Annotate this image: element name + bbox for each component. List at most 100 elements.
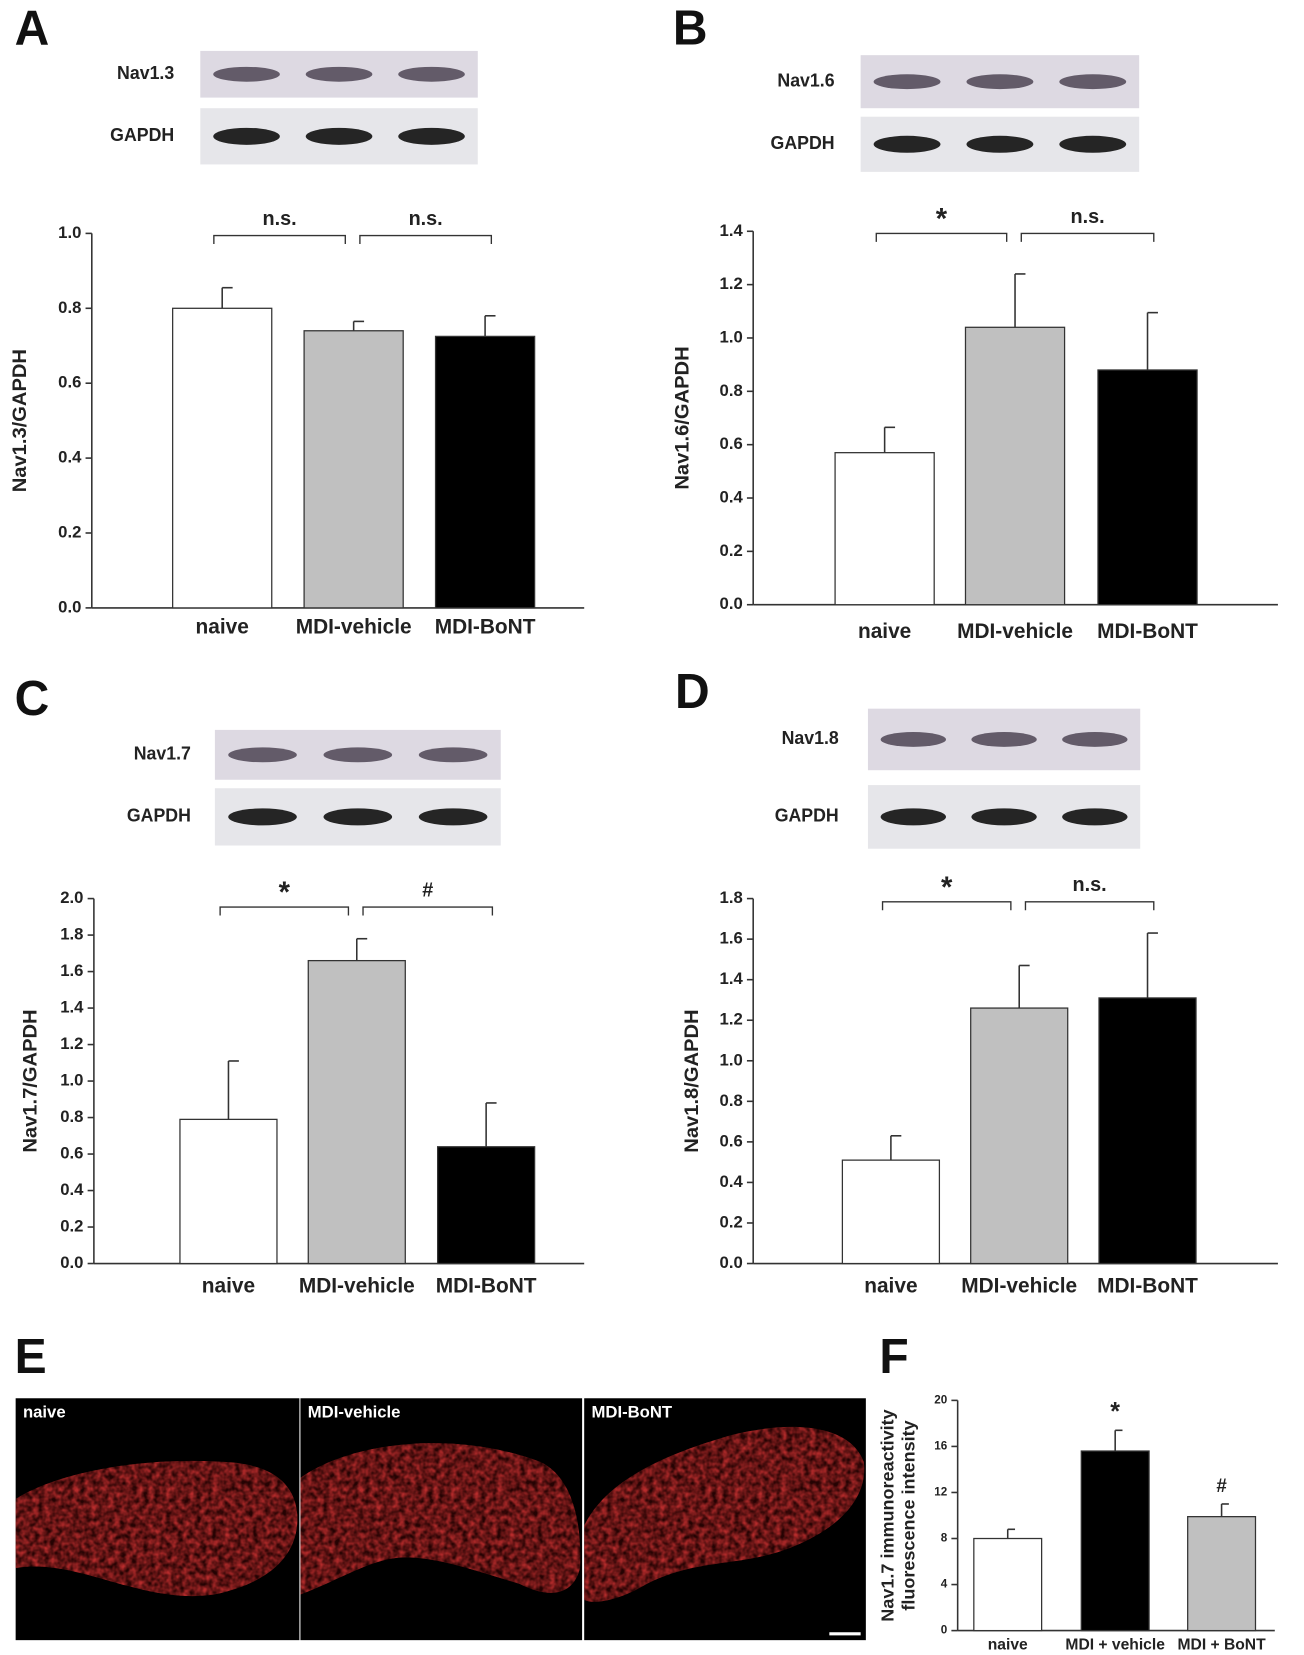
significance-label: * (941, 871, 953, 904)
blot-band (213, 127, 280, 145)
y-tick-label: 1.4 (720, 221, 744, 240)
significance-bracket (219, 906, 350, 916)
blot-label: GAPDH (771, 133, 835, 153)
x-tick-label: MDI-BoNT (435, 616, 536, 639)
blot-band (305, 66, 373, 82)
x-tick-label: MDI-BoNT (1097, 1274, 1198, 1297)
y-tick-label: 0.0 (60, 1253, 83, 1272)
blot-band (966, 74, 1034, 90)
y-tick-label: 0.6 (720, 434, 743, 453)
tissue (15, 1460, 298, 1597)
y-tick-label: 0.8 (720, 1091, 743, 1110)
blot-band (1062, 732, 1128, 747)
error-bar (485, 1102, 497, 1147)
tissue-glow (584, 1426, 865, 1602)
blot-label: GAPDH (110, 125, 174, 145)
bar (307, 959, 406, 1265)
y-tick-label: 1.8 (720, 888, 743, 907)
error-bar (352, 320, 365, 331)
bar (1098, 997, 1197, 1265)
blot-band (1059, 74, 1127, 90)
blot-band (1062, 808, 1128, 826)
y-tick-label: 0.6 (720, 1131, 743, 1150)
y-tick-label: 2.0 (60, 888, 83, 907)
x-tick-label: naive (202, 1274, 255, 1297)
bar (970, 1007, 1069, 1265)
blot-band (873, 135, 941, 153)
y-tick-label: 0.2 (60, 1216, 83, 1235)
x-tick-label: MDI-vehicle (299, 1274, 415, 1297)
blot-label: Nav1.7 (134, 743, 191, 763)
y-tick-label: 0.0 (58, 597, 81, 616)
blot-band (323, 808, 393, 826)
y-tick-label: 1.0 (60, 1070, 83, 1089)
y-tick-label: 0.2 (720, 541, 743, 560)
y-tick-label: 1.4 (60, 997, 84, 1016)
panel-letter: B (673, 1, 708, 55)
blot-label: Nav1.3 (117, 63, 174, 83)
blot-band (305, 127, 373, 145)
y-tick-label: 0.6 (58, 373, 81, 392)
x-tick-label: MDI + BoNT (1178, 1637, 1267, 1654)
y-tick-label: 1.0 (58, 223, 81, 242)
panel-letter: F (879, 1330, 908, 1384)
blot-band (966, 135, 1034, 153)
significance-bracket (881, 901, 1012, 911)
y-tick-label: 0 (941, 1624, 948, 1637)
tissue-glow (300, 1443, 581, 1595)
significance-label: * (279, 876, 291, 909)
y-tick-label: 1.6 (60, 961, 83, 980)
y-tick-label: 1.6 (720, 928, 743, 947)
significance-bracket (213, 234, 346, 245)
blot-band (213, 66, 280, 82)
x-tick-label: MDI-BoNT (436, 1274, 537, 1297)
x-tick-label: naive (988, 1637, 1028, 1654)
x-tick-label: MDI-vehicle (957, 620, 1073, 643)
error-bar (1006, 1528, 1016, 1539)
bar (1097, 369, 1198, 606)
blot-band (971, 808, 1037, 826)
significance-bracket (1020, 232, 1155, 242)
bar (973, 1537, 1043, 1632)
y-tick-label: 0.0 (720, 1253, 743, 1272)
y-tick-label: 16 (934, 1439, 947, 1452)
significance-label: n.s. (1070, 206, 1104, 228)
bar (1080, 1450, 1150, 1632)
blot-label: GAPDH (127, 806, 191, 826)
y-tick-label: 0.8 (58, 298, 81, 317)
y-tick-label: 1.4 (720, 969, 744, 988)
significance-label: n.s. (1073, 874, 1107, 896)
y-tick-label: 0.4 (720, 1172, 744, 1191)
y-tick-label: 0.0 (720, 594, 743, 613)
error-bar (221, 286, 233, 309)
bar (1187, 1516, 1257, 1632)
significance-bracket (1024, 901, 1155, 911)
blot-label: GAPDH (775, 806, 839, 826)
panel-letter: E (15, 1330, 47, 1384)
y-tick-label: 0.4 (58, 447, 82, 466)
x-tick-label: naive (196, 616, 249, 639)
panel-letter: C (15, 672, 50, 726)
y-axis-label: Nav1.3/GAPDH (9, 349, 31, 492)
blot-band (323, 747, 393, 763)
y-tick-label: 1.0 (720, 327, 743, 346)
x-tick-label: MDI + vehicle (1065, 1637, 1165, 1654)
error-bar (484, 314, 496, 337)
blot-label: Nav1.8 (782, 728, 839, 748)
blot-band (418, 808, 488, 826)
blot-label: Nav1.6 (777, 70, 834, 90)
error-bar (1146, 311, 1158, 370)
bar (964, 326, 1066, 606)
blot-band (398, 127, 465, 145)
bar (841, 1159, 941, 1265)
significance-label: # (1216, 1476, 1227, 1497)
panel-letter: D (675, 664, 710, 718)
bar (436, 1146, 536, 1265)
y-tick-label: 0.6 (60, 1143, 83, 1162)
error-bar (355, 937, 368, 961)
y-tick-label: 0.4 (60, 1180, 84, 1199)
blot-band (1059, 135, 1127, 153)
bar (303, 330, 404, 609)
y-tick-label: 1.2 (720, 1010, 743, 1029)
